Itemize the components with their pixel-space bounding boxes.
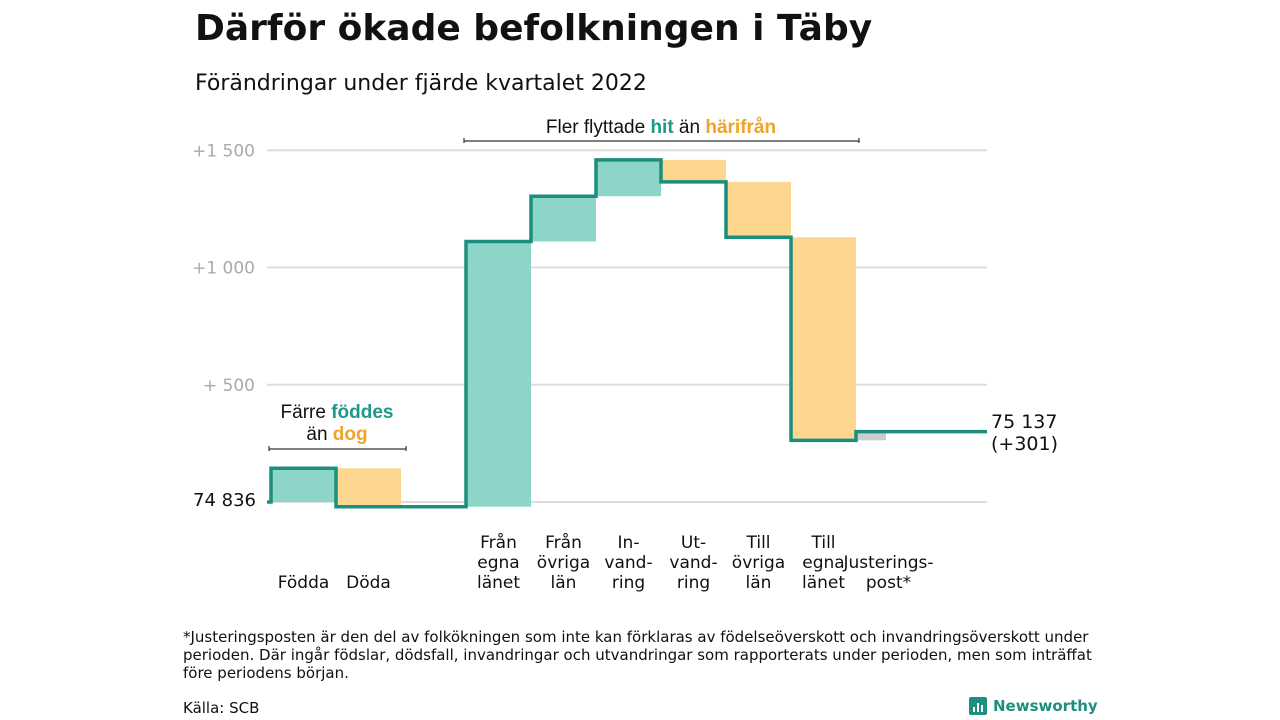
end-value-label: 75 137 [991,411,1057,433]
running-total-polyline [267,158,987,509]
end-change-label: (+301) [991,433,1058,455]
category-label: Döda [346,573,391,593]
bracket-births-deaths [268,446,407,451]
category-label: vand- [604,553,652,573]
brand-name: Newsworthy [993,697,1098,715]
category-label: ring [677,573,710,593]
chart-title: Därför ökade befolkningen i Täby [195,8,873,49]
y-tick-label: +1 500 [192,141,255,161]
annotation-births-deaths-line1: Färre föddes [281,402,394,423]
category-label: vand- [669,553,717,573]
annotation-migration: Fler flyttade hit än härifrån [546,117,776,138]
category-label: post* [866,573,911,593]
category-label: Till [810,533,835,553]
baseline-label: 74 836 [193,490,256,511]
bar-in [531,196,596,242]
category-label: egna [477,553,519,573]
category-label: länet [477,573,520,593]
annotation-births-deaths-line2: än dog [306,424,367,445]
category-label: In- [618,533,640,553]
category-label: Ut- [681,533,706,553]
highlight-harifran: härifrån [705,117,776,138]
category-label: Födda [278,573,330,593]
newsworthy-logo-icon [969,697,987,715]
bar-in [596,159,661,197]
bar-out [791,237,856,441]
category-label: övriga [537,553,590,573]
category-label: Till [745,533,770,553]
highlight-hit: hit [650,117,674,138]
category-label: Justerings- [842,553,933,573]
category-label: län [746,573,772,593]
category-label: länet [802,573,845,593]
category-label: ring [612,573,645,593]
bars [271,159,886,507]
bar-in [271,468,336,502]
bar-out [661,159,726,182]
category-label: övriga [732,553,785,573]
running-total-line [267,158,987,509]
category-label: Från [545,532,582,553]
source-label: Källa: SCB [183,699,260,717]
category-label: Från [480,532,517,553]
chart-subtitle: Förändringar under fjärde kvartalet 2022 [195,71,647,96]
highlight-fodda: föddes [331,402,393,423]
bar-out [726,181,791,238]
bracket-migration [463,138,860,143]
bar-out [336,468,401,507]
footnote: *Justeringsposten är den del av folkökni… [183,628,1092,682]
category-label: län [551,573,577,593]
y-tick-label: +1 000 [192,259,255,279]
y-tick-label: + 500 [203,376,255,396]
category-label: egna [802,553,844,573]
bar-adjust [856,431,886,441]
brand-logo[interactable]: Newsworthy [969,697,1098,715]
highlight-dog: dog [333,424,368,445]
bar-in [466,241,531,507]
